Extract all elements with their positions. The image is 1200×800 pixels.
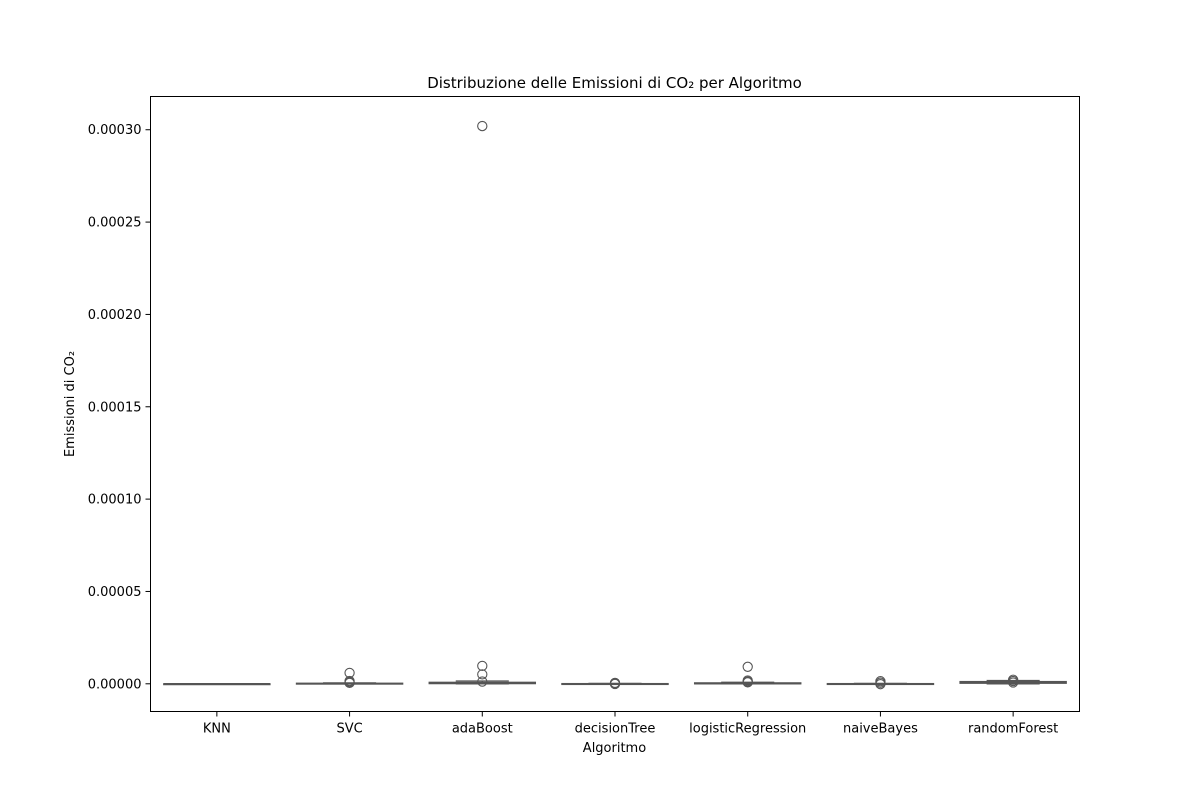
outlier-point (477, 669, 488, 680)
x-tick-label: naiveBayes (843, 722, 918, 737)
outlier-point (742, 661, 753, 672)
outlier-point (742, 677, 753, 688)
y-tick-label: 0.00020 (88, 308, 142, 323)
x-tick-label: randomForest (968, 722, 1058, 737)
y-tick-label: 0.00000 (88, 677, 142, 692)
box-KNN (163, 683, 271, 686)
y-tick-label: 0.00010 (88, 493, 142, 508)
outlier-point (477, 660, 488, 672)
box-decisionTree (561, 677, 669, 690)
x-tick-label: decisionTree (575, 722, 656, 737)
outlier-point (344, 677, 355, 689)
x-tick-label: SVC (336, 722, 362, 737)
outlier-point (477, 676, 488, 687)
box-randomForest (959, 674, 1067, 688)
box-SVC (295, 667, 404, 689)
box-logisticRegression (693, 661, 802, 688)
box-adaBoost (428, 120, 537, 687)
x-axis-label: Algoritmo (583, 741, 646, 756)
y-tick-label: 0.00030 (88, 123, 142, 138)
box-naiveBayes (826, 676, 935, 690)
outlier-point (477, 120, 488, 132)
x-tick-label: adaBoost (452, 722, 513, 737)
y-tick-label: 0.00025 (88, 216, 142, 231)
outlier-point (609, 678, 621, 690)
boxes-group (163, 120, 1067, 690)
x-axis: KNN SVC adaBoost decisionTree logisticRegres… (203, 711, 1058, 737)
plot-area (150, 96, 1080, 712)
y-tick-label: 0.00015 (88, 400, 142, 415)
y-tick-label: 0.00005 (88, 585, 142, 600)
outlier-point (1007, 677, 1019, 688)
outlier-point (875, 679, 886, 690)
y-axis: 0.00000 0.00005 0.00010 0.00015 0.00020 0.000… (88, 123, 151, 692)
chart-title: Distribuzione delle Emissioni di CO₂ per… (427, 74, 802, 92)
x-tick-label: KNN (203, 722, 231, 737)
x-tick-label: logisticRegression (689, 722, 806, 737)
y-axis-label: Emissioni di CO₂ (63, 351, 78, 457)
